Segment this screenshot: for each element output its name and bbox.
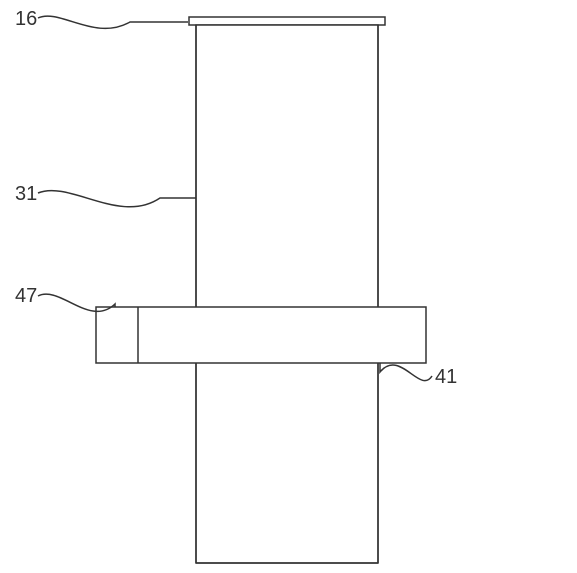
cross-bar-rect [96,307,426,363]
label-16: 16 [15,8,37,30]
leader-16 [38,16,188,28]
leader-41 [380,363,432,381]
label-41: 41 [435,366,457,388]
label-47: 47 [15,285,37,307]
top-cap-rect [189,17,385,25]
leader-31 [38,191,196,207]
main-column-rect [196,25,378,563]
technical-diagram: 16 31 47 41 [0,0,577,573]
label-31: 31 [15,183,37,205]
